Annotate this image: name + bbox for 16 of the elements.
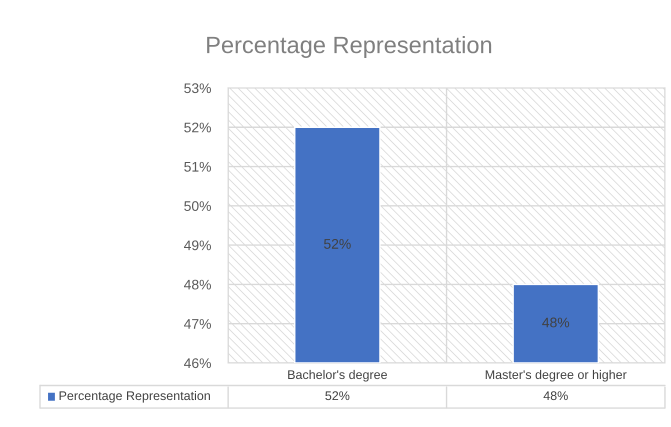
x-tick-label: Bachelor's degree [288,370,387,382]
x-tick-label: Master's degree or higher [486,370,627,382]
legend-label: Percentage Representation [60,390,210,403]
data-label: 48% [544,391,568,400]
y-tick-label: 47% [184,319,211,329]
chart-title: Percentage Representation [207,36,492,58]
y-tick-label: 51% [184,162,211,172]
y-tick-label: 48% [184,280,211,290]
text: 52% [324,238,351,249]
y-tick-label: 53% [184,83,211,94]
y-tick-label: 49% [184,240,211,250]
y-tick-label: 50% [184,201,211,211]
y-tick-label: 52% [184,122,211,132]
text: 48% [542,318,570,328]
y-tick-label: 46% [184,358,211,368]
data-label: 52% [325,391,350,400]
